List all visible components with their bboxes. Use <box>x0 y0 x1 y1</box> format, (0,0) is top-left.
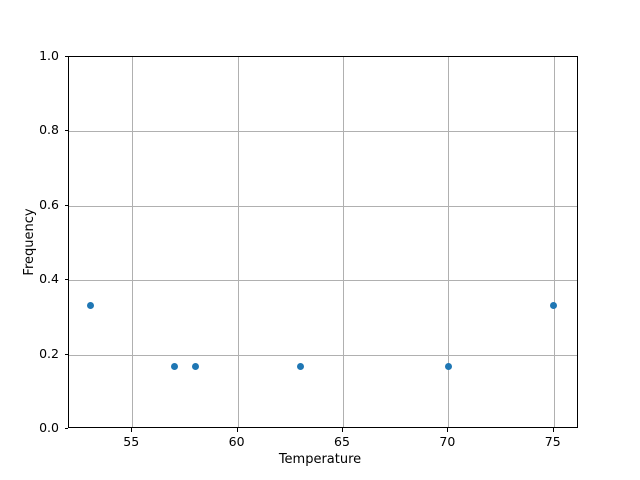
y-tick-label: 0.8 <box>39 122 59 138</box>
y-tick-label: 1.0 <box>39 47 59 63</box>
x-tick-mark <box>342 428 343 432</box>
scatter-points-layer <box>69 57 577 427</box>
x-tick-mark <box>553 428 554 432</box>
y-axis-label: Frequency <box>22 208 37 276</box>
y-tick-mark <box>64 354 68 355</box>
scatter-point <box>297 363 305 371</box>
scatter-point <box>170 363 178 371</box>
x-tick-label: 75 <box>544 434 561 449</box>
y-tick-label: 0.6 <box>39 196 59 212</box>
x-tick-label: 55 <box>123 434 140 449</box>
y-tick-mark <box>64 205 68 206</box>
grid-lines <box>69 57 577 427</box>
gridline-horizontal <box>69 280 577 281</box>
gridline-vertical <box>554 57 555 427</box>
gridline-horizontal <box>69 131 577 132</box>
scatter-point <box>191 363 199 371</box>
x-tick-mark <box>131 428 132 432</box>
y-tick-mark <box>64 56 68 57</box>
x-axis-label: Temperature <box>278 452 362 467</box>
scatter-point <box>444 363 452 371</box>
x-tick-label: 60 <box>228 434 245 449</box>
x-tick-mark <box>237 428 238 432</box>
y-tick-mark <box>64 130 68 131</box>
scatter-point <box>86 301 94 309</box>
x-tick-mark <box>447 428 448 432</box>
y-tick-mark <box>64 279 68 280</box>
y-tick-mark <box>64 428 68 429</box>
scatter-point <box>550 301 558 309</box>
y-tick-label: 0.2 <box>39 345 59 361</box>
y-tick-label: 0.4 <box>39 270 59 286</box>
gridline-vertical <box>448 57 449 427</box>
gridline-horizontal <box>69 206 577 207</box>
gridline-vertical <box>343 57 344 427</box>
x-tick-label: 65 <box>334 434 350 449</box>
gridline-horizontal <box>69 355 577 356</box>
plot-axes <box>68 56 578 428</box>
y-tick-label: 0.0 <box>39 419 59 435</box>
x-tick-label: 70 <box>439 434 456 449</box>
gridline-vertical <box>238 57 239 427</box>
gridline-vertical <box>132 57 133 427</box>
